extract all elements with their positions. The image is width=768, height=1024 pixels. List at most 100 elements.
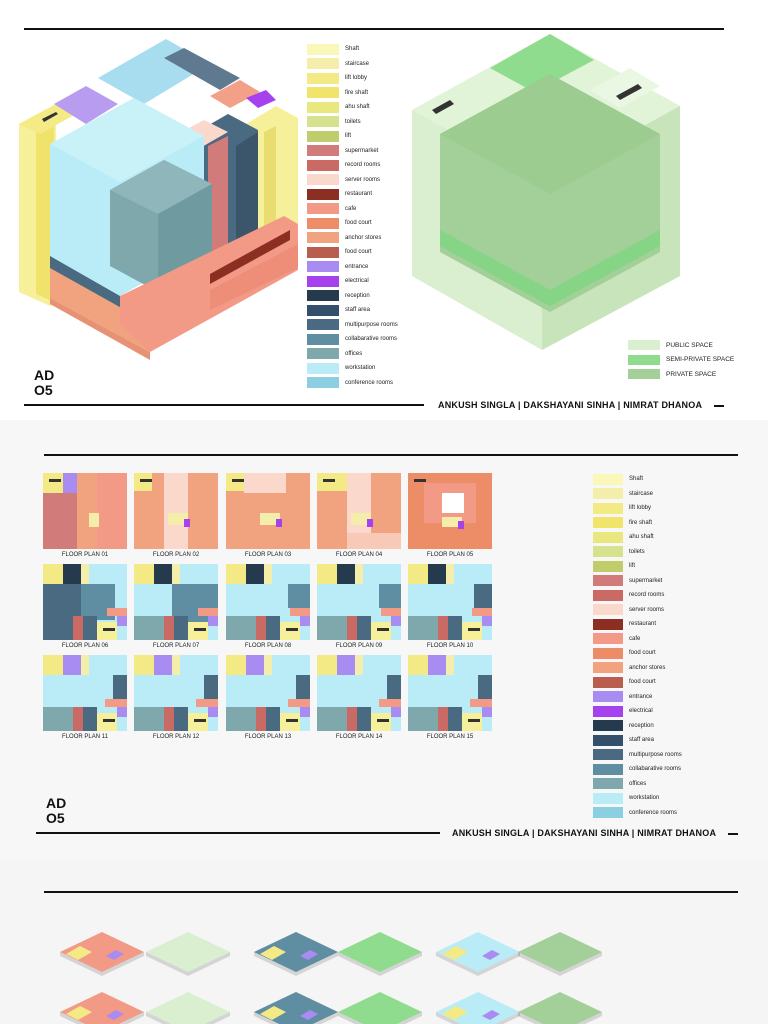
floor-plan-caption: FLOOR PLAN 13 [244, 734, 292, 740]
legend-label: restaurant [629, 621, 657, 628]
legend-item: electrical [593, 704, 682, 719]
floor-plan-03: FLOOR PLAN 03 [226, 473, 310, 558]
legend-item: workstation [593, 791, 682, 806]
legend-item: cafe [307, 202, 398, 217]
legend-item: collabarative rooms [593, 762, 682, 777]
floor-plan-drawing [134, 655, 218, 731]
floor-plan-drawing [226, 564, 310, 640]
legend-label: lift lobby [345, 75, 368, 82]
legend-item: collabarative rooms [307, 332, 398, 347]
legend-swatch [593, 575, 623, 587]
legend-item: offices [593, 777, 682, 792]
core-slot [42, 112, 58, 122]
legend-item: staircase [593, 487, 682, 502]
legend-label: ahu shaft [345, 104, 370, 111]
floor-plan-14: FLOOR PLAN 14 [317, 655, 401, 740]
iso-floor-space-1-1 [338, 992, 422, 1024]
anchor-stores-base [50, 268, 150, 352]
legend-item: offices [307, 347, 398, 362]
iso-floor-space-1-2 [518, 992, 602, 1024]
legend-swatch [593, 560, 623, 572]
floor-plan-10: FLOOR PLAN 10 [408, 564, 492, 649]
legend-swatch [307, 377, 339, 389]
top-rule [44, 891, 738, 893]
floor-plan-15: FLOOR PLAN 15 [408, 655, 492, 740]
legend-swatch [593, 546, 623, 558]
floor-plan-caption: FLOOR PLAN 06 [61, 643, 109, 649]
legend-swatch [307, 72, 339, 84]
legend-label: record rooms [345, 162, 381, 169]
legend-swatch [307, 333, 339, 345]
iso-floor-function-1-0 [60, 992, 144, 1024]
board-sheet-iso-floors [0, 860, 768, 1024]
iso-floor-function-0-2 [436, 932, 520, 976]
legend-label: PUBLIC SPACE [666, 341, 713, 349]
legend-label: entrance [629, 693, 653, 700]
legend-item: staircase [307, 57, 398, 72]
legend-swatch [307, 246, 339, 258]
legend-label: Shaft [345, 46, 360, 53]
legend-swatch [593, 531, 623, 543]
floor-plan-06: FLOOR PLAN 06 [43, 564, 127, 649]
legend-swatch [593, 488, 623, 500]
legend-label: food court [345, 220, 372, 227]
floor-plan-caption: FLOOR PLAN 08 [244, 643, 292, 649]
legend-item: reception [593, 719, 682, 734]
iso-floor-space-0-2 [518, 932, 602, 976]
legend-label: staff area [345, 307, 370, 314]
floor-plan-09: FLOOR PLAN 09 [317, 564, 401, 649]
legend-item: restaurant [593, 617, 682, 632]
legend-swatch [593, 676, 623, 688]
legend-label: electrical [629, 708, 653, 715]
legend-item: lift lobby [307, 71, 398, 86]
board-sheet-axonometric: Shaft staircase lift lobby fire shaft ahu sh… [0, 0, 768, 420]
legend-swatch [628, 369, 660, 380]
legend-label: conference rooms [629, 809, 678, 816]
legend-swatch [593, 618, 623, 630]
legend-label: lift lobby [629, 505, 652, 512]
legend-swatch [593, 633, 623, 645]
legend-item: anchor stores [307, 231, 398, 246]
legend-label: supermarket [345, 147, 379, 154]
legend-swatch [593, 517, 623, 529]
core-stripe [36, 122, 54, 302]
legend-label: fire shaft [345, 89, 369, 96]
legend-label: toilets [345, 118, 361, 125]
floor-plan-drawing [43, 564, 127, 640]
legend-label: food court [629, 650, 656, 657]
legend-item: food court [307, 216, 398, 231]
legend-item: conference rooms [593, 806, 682, 821]
legend-item: conference rooms [307, 376, 398, 391]
iso-floor-function-0-1 [254, 932, 338, 976]
legend-item: entrance [307, 260, 398, 275]
floor-plan-drawing [317, 655, 401, 731]
iso-floor-space-0-0 [146, 932, 230, 976]
legend-item: workstation [307, 361, 398, 376]
legend-swatch [307, 232, 339, 244]
legend-swatch [593, 792, 623, 804]
floor-plan-drawing [408, 564, 492, 640]
floor-plan-08: FLOOR PLAN 08 [226, 564, 310, 649]
legend-item: food court [307, 245, 398, 260]
floor-plan-drawing [317, 473, 401, 549]
floor-plan-05: FLOOR PLAN 05 [408, 473, 492, 558]
legend-swatch [593, 647, 623, 659]
legend-swatch [593, 589, 623, 601]
legend-label: PRIVATE SPACE [666, 370, 717, 378]
floor-plan-13: FLOOR PLAN 13 [226, 655, 310, 740]
legend-label: anchor stores [629, 664, 666, 671]
legend-swatch [593, 502, 623, 514]
floor-plan-caption: FLOOR PLAN 05 [426, 552, 474, 558]
floor-plan-01: FLOOR PLAN 01 [43, 473, 127, 558]
floor-plan-caption: FLOOR PLAN 15 [426, 734, 474, 740]
legend-label: supermarket [629, 577, 663, 584]
legend-label: lift [629, 563, 635, 570]
legend-item: ahu shaft [593, 530, 682, 545]
legend-label: cafe [629, 635, 641, 642]
bottom-rule-left [24, 404, 424, 406]
legend-item: lift [307, 129, 398, 144]
legend-label: Shaft [629, 476, 644, 483]
authors-credit-2: ANKUSH SINGLA | DAKSHAYANI SINHA | NIMRA… [452, 828, 717, 838]
top-rule [44, 454, 738, 456]
iso-floor-function-1-1 [254, 992, 338, 1024]
